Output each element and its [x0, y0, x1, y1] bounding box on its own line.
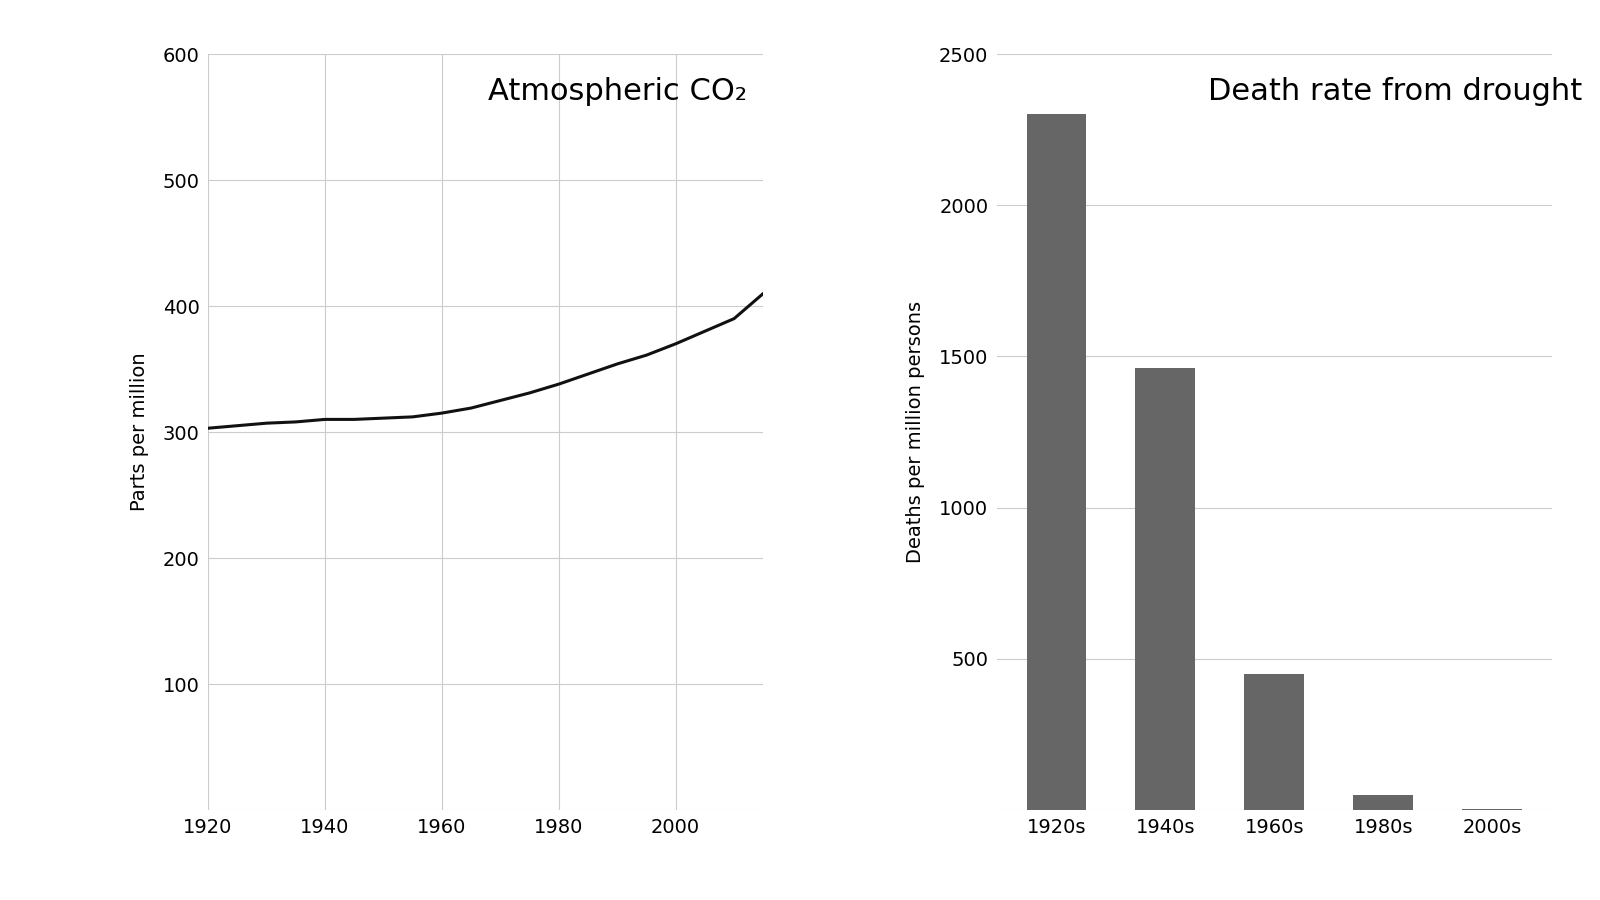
Bar: [1027, 114, 1086, 810]
Y-axis label: Deaths per million persons: Deaths per million persons: [906, 301, 925, 563]
Bar: [1354, 795, 1413, 810]
Bar: [1136, 368, 1195, 810]
Text: Atmospheric CO₂: Atmospheric CO₂: [488, 76, 747, 105]
Y-axis label: Parts per million: Parts per million: [130, 353, 149, 511]
Text: Death rate from drought: Death rate from drought: [1208, 76, 1582, 105]
Bar: [1462, 809, 1522, 810]
Bar: [1245, 674, 1304, 810]
